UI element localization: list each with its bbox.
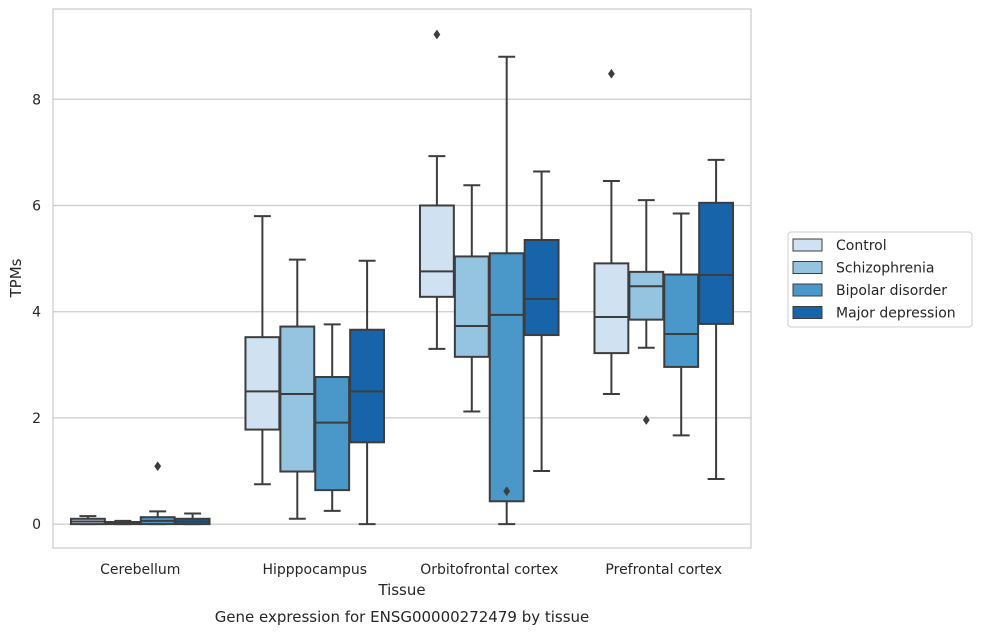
box-iqr [279,325,316,473]
box-iqr [628,270,665,321]
x-axis-label: Tissue [377,581,425,599]
plot-frame [52,8,752,549]
y-tick-labels: 0 2 4 6 8 [32,92,41,533]
x-tick-label: Prefrontal cortex [605,562,722,578]
x-tick-label: Orbitofrontal cortex [420,562,558,578]
outlier-point [642,415,650,425]
box-iqr [593,262,630,355]
legend-items: Control Schizophrenia Bipolar disorder Majo… [792,238,956,322]
y-tick-label: 4 [32,305,41,321]
legend-label: Major depression [836,306,956,322]
x-tick-label: Cerebellum [100,562,180,578]
box-2-1 [453,184,490,413]
y-tick-label: 6 [32,198,41,214]
box-iqr [663,273,700,368]
y-tick-label: 8 [32,92,41,108]
box-3-0 [593,68,630,395]
box-1-1 [279,258,316,520]
box-1-3 [349,259,386,526]
y-tick-label: 2 [32,411,41,427]
legend-swatch [792,261,823,274]
box-2-2 [488,55,525,526]
x-tick-labels: Cerebellum Hipppocampus Orbitofrontal cort… [100,562,722,578]
legend-frame [787,231,973,328]
figure-caption: Gene expression for ENSG00000272479 by t… [215,608,590,626]
legend-label: Bipolar disorder [836,283,947,299]
box-0-0 [69,515,106,526]
outlier-point [607,68,615,79]
box-2-3 [523,170,560,472]
legend-swatch [792,238,823,252]
box-2-0 [418,29,455,350]
box-iqr [488,252,525,503]
box-iqr [349,328,386,444]
y-tick-label: 0 [32,517,41,533]
box-iqr [523,239,560,337]
y-axis-label: TPMs [7,258,25,298]
box-iqr [418,204,455,298]
boxes [69,29,735,526]
outlier-point [503,486,511,497]
legend: Control Schizophrenia Bipolar disorder Majo… [787,231,973,328]
outlier-point [433,29,441,40]
box-iqr [314,376,351,492]
outlier-point [154,461,162,472]
legend-swatch [792,283,823,297]
legend-swatch [792,306,823,319]
legend-label: Control [836,238,887,254]
legend-label: Schizophrenia [836,261,934,277]
box-3-1 [628,199,665,425]
x-tick-label: Hipppocampus [262,562,367,578]
box-1-2 [314,323,351,512]
box-3-3 [698,158,735,480]
box-3-2 [663,212,700,437]
box-0-3 [174,512,211,526]
box-0-1 [104,519,141,526]
box-1-0 [244,215,281,486]
box-iqr [244,336,281,431]
box-iqr [698,201,735,325]
box-0-2 [139,461,176,526]
box-iqr [453,255,490,358]
